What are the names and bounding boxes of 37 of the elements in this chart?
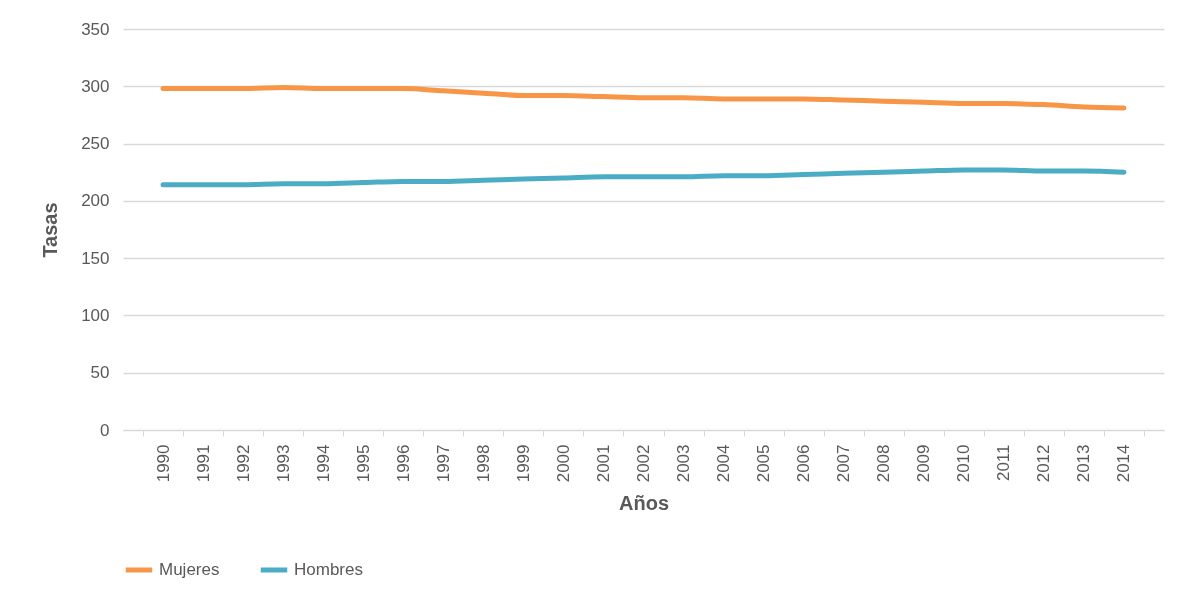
x-tick-label: 2010 xyxy=(954,444,974,483)
x-tick-label: 2000 xyxy=(553,444,573,483)
x-tick-label: 1997 xyxy=(433,444,453,483)
x-tick-label: 2011 xyxy=(994,444,1014,482)
x-tick-label: 2005 xyxy=(754,444,774,483)
y-tick-label: 150 xyxy=(81,248,110,268)
x-tick-label: 2012 xyxy=(1034,444,1054,483)
x-tick-label: 1998 xyxy=(473,444,493,483)
y-tick-label: 300 xyxy=(81,76,110,96)
y-tick-label: 100 xyxy=(81,305,110,325)
x-tick-label: 2006 xyxy=(794,444,814,483)
x-tick-label: 2014 xyxy=(1114,444,1134,483)
x-tick-label: 2008 xyxy=(874,444,894,483)
x-tick-label: 2003 xyxy=(674,444,694,483)
x-tick-label: 1996 xyxy=(393,444,413,483)
y-tick-label: 0 xyxy=(100,420,110,440)
x-tick-label: 1994 xyxy=(313,444,333,483)
x-tick-label: 2007 xyxy=(834,444,854,483)
x-tick-label: 2002 xyxy=(634,444,653,483)
x-tick-label: 1999 xyxy=(513,444,533,483)
x-tick-label: 2009 xyxy=(914,444,934,483)
y-tick-label: 50 xyxy=(90,363,110,383)
x-tick-label: 2013 xyxy=(1074,444,1094,483)
y-axis-title: Tasas xyxy=(39,202,62,258)
x-tick-label: 2004 xyxy=(714,444,734,483)
x-tick-label: 1990 xyxy=(153,444,173,483)
legend-label: Mujeres xyxy=(159,560,220,579)
x-tick-label: 1991 xyxy=(193,444,213,483)
legend-label: Hombres xyxy=(294,560,363,579)
x-axis-title: Años xyxy=(619,492,669,515)
y-tick-label: 350 xyxy=(81,19,110,39)
y-tick-label: 250 xyxy=(81,134,110,154)
y-tick-label: 200 xyxy=(81,191,110,211)
x-tick-label: 1995 xyxy=(353,444,373,483)
x-tick-label: 2001 xyxy=(593,444,613,483)
x-tick-label: 1992 xyxy=(233,444,253,483)
x-tick-label: 1993 xyxy=(273,444,293,483)
